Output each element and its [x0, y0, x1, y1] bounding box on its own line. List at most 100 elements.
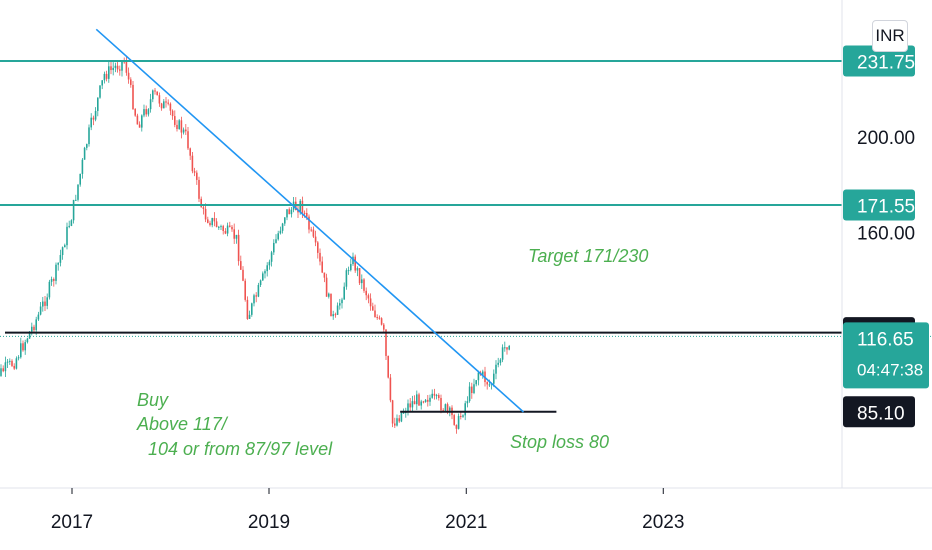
candle-body	[345, 270, 348, 287]
candle-body	[409, 403, 411, 408]
candle-body	[325, 277, 328, 297]
candle-body	[363, 279, 365, 291]
candle-body	[297, 209, 299, 213]
candle-body	[167, 102, 169, 104]
candle-body	[396, 418, 398, 426]
buy-note-line2: Above 117/	[136, 414, 229, 434]
countdown-label: 04:47:38	[857, 360, 923, 379]
candle-body	[306, 213, 308, 217]
candle-body	[42, 301, 44, 307]
price-tick-label: 160.00	[857, 224, 915, 245]
candle-body	[328, 293, 330, 297]
candle-body	[237, 234, 240, 262]
candle-body	[497, 362, 499, 365]
candle-body	[416, 394, 418, 405]
candle-body	[453, 415, 455, 425]
candle-body	[31, 326, 33, 332]
candle-body	[464, 403, 466, 416]
candle-body	[149, 99, 152, 110]
candle-body	[182, 129, 185, 133]
price-tick-label: 200.00	[857, 128, 915, 149]
candle-body	[275, 239, 277, 243]
candle-body	[64, 245, 66, 248]
candle-body	[204, 208, 207, 220]
candle-body	[391, 400, 394, 424]
candle-body	[103, 73, 106, 81]
candle-body	[418, 394, 420, 406]
candle-body	[0, 368, 2, 376]
candle-body	[475, 380, 477, 385]
candle-body	[176, 124, 178, 130]
candle-body	[438, 395, 440, 398]
candle-body	[141, 115, 143, 128]
candle-body	[174, 116, 176, 125]
candle-body	[209, 222, 211, 226]
candle-body	[11, 360, 13, 366]
candle-body	[394, 423, 396, 426]
candle-body	[198, 179, 200, 199]
candle-body	[259, 280, 262, 285]
candle-body	[277, 233, 279, 240]
candles	[0, 56, 510, 434]
candle-body	[196, 172, 198, 180]
candle-body	[482, 371, 484, 375]
stop-loss-note: Stop loss 80	[510, 432, 609, 452]
candle-body	[508, 346, 510, 350]
candle-body	[189, 148, 191, 156]
candle-body	[281, 223, 284, 231]
candle-body	[314, 236, 317, 243]
candle-body	[495, 364, 497, 374]
candle-body	[46, 297, 48, 306]
candle-body	[506, 347, 508, 350]
candle-body	[251, 303, 253, 315]
candle-body	[284, 217, 286, 224]
candle-body	[138, 124, 141, 128]
candle-body	[72, 199, 75, 221]
candle-body	[191, 155, 194, 172]
candle-body	[220, 226, 222, 228]
candle-body	[231, 226, 233, 230]
candle-body	[222, 226, 224, 232]
candle-body	[398, 418, 400, 422]
candle-body	[429, 397, 431, 402]
candle-body	[332, 314, 334, 317]
candle-body	[312, 229, 315, 237]
candle-body	[358, 268, 361, 284]
candle-body	[169, 103, 172, 111]
candle-body	[299, 200, 301, 213]
candle-body	[136, 115, 139, 125]
candle-body	[248, 314, 251, 319]
candle-body	[4, 362, 7, 372]
candle-body	[244, 280, 246, 300]
candle-body	[402, 412, 405, 414]
candle-body	[134, 109, 136, 116]
candle-body	[59, 255, 62, 263]
candle-body	[257, 284, 260, 297]
candle-body	[466, 401, 469, 404]
candle-body	[413, 401, 416, 405]
candle-body	[44, 301, 46, 306]
candle-body	[66, 226, 68, 246]
currency-button[interactable]: INR	[872, 20, 908, 52]
candle-body	[389, 377, 392, 401]
candle-body	[242, 269, 244, 281]
candle-body	[385, 329, 387, 356]
horizontal-lines	[0, 60, 932, 413]
candle-body	[88, 127, 90, 145]
candle-body	[180, 120, 183, 133]
candle-body	[37, 314, 40, 320]
time-axis: 2017 2019 2021 2023	[51, 488, 684, 533]
candle-body	[147, 109, 150, 115]
candle-body	[376, 317, 378, 319]
price-tag-label: 171.55	[857, 197, 915, 218]
candle-body	[301, 200, 304, 213]
candle-body	[367, 295, 370, 299]
candle-body	[53, 279, 55, 281]
candle-body	[435, 395, 438, 397]
candle-body	[154, 90, 156, 92]
candle-body	[116, 65, 119, 70]
candle-body	[449, 407, 451, 411]
candle-body	[114, 65, 117, 68]
candle-body	[158, 95, 161, 104]
